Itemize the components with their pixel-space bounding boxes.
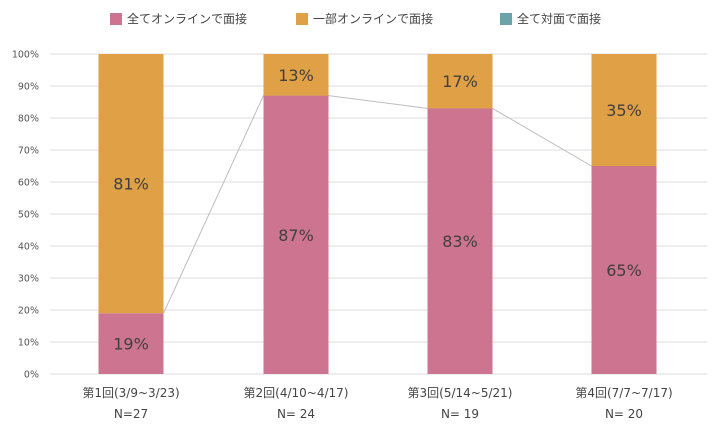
bars: 19% 81% 87% 13% 83% 17% 65% 35% [98,54,657,375]
legend-swatch-2 [296,13,308,25]
sample-size-label-3: N= 19 [441,407,479,421]
legend-label-3: 全て対面で面接 [517,11,601,26]
bar-segment-2-2 [263,54,329,96]
bar-segment-3-2 [427,54,493,109]
y-tick-label-2: 20% [18,306,39,317]
data-label-1-1: 19% [113,335,149,354]
data-label-3-1: 83% [442,232,478,251]
legend-label-2: 一部オンラインで面接 [313,11,433,26]
bar-segment-2-1 [263,95,329,374]
series-connector-line [163,95,592,314]
y-tick-label-3: 30% [18,274,39,285]
data-label-4-2: 35% [606,101,642,120]
bar-segment-4-2 [591,54,657,166]
sample-size-label-1: N=27 [114,407,148,421]
connector-polyline [163,95,592,314]
legend-swatch-3 [500,13,512,25]
sample-size-label-2: N= 24 [277,407,315,421]
legend: 全てオンラインで面接 一部オンラインで面接 全て対面で面接 [110,11,601,26]
x-axis: 第1回(3/9~3/23) N=27 第2回(4/10~4/17) N= 24 第3回(… [82,386,672,421]
category-label-2: 第2回(4/10~4/17) [244,386,349,400]
y-tick-label-7: 70% [18,146,39,157]
category-label-4: 第4回(7/7~7/17) [575,386,672,400]
data-label-4-1: 65% [606,261,642,280]
y-tick-label-0: 0% [24,370,39,381]
y-tick-label-9: 90% [18,82,39,93]
bar-segment-1-1 [98,313,164,374]
legend-swatch-1 [110,13,122,25]
data-label-2-1: 87% [278,226,314,245]
y-tick-label-4: 40% [18,242,39,253]
bar-segment-3-1 [427,108,493,375]
category-label-3: 第3回(5/14~5/21) [408,386,513,400]
y-tick-label-5: 50% [18,210,39,221]
bar-segment-4-1 [591,166,657,374]
data-label-2-2: 13% [278,66,314,85]
legend-label-1: 全てオンラインで面接 [127,11,247,26]
y-tick-label-10: 100% [12,50,39,61]
y-axis: 0% 10% 20% 30% 40% 50% 60% 70% 80% 90% 100% [12,50,39,381]
y-tick-label-8: 80% [18,114,39,125]
data-label-1-2: 81% [113,175,149,194]
category-label-1: 第1回(3/9~3/23) [82,386,179,400]
bar-segment-1-2 [98,54,164,314]
sample-size-label-4: N= 20 [605,407,643,421]
y-tick-label-1: 10% [18,338,39,349]
y-tick-label-6: 60% [18,178,39,189]
data-label-3-2: 17% [442,72,478,91]
